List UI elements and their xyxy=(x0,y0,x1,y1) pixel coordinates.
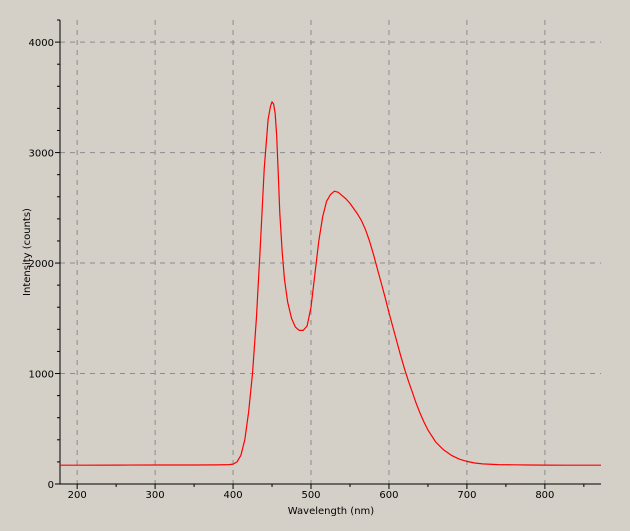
x-tick-label: 700 xyxy=(457,490,476,501)
y-tick-label: 4000 xyxy=(29,38,54,49)
y-axis-title: Intensity (counts) xyxy=(22,208,33,296)
x-tick-label: 200 xyxy=(68,490,87,501)
x-axis-title: Wavelength (nm) xyxy=(288,506,374,517)
tick-labels: 200 300 400 500 600 700 800 0 1000 2000 3000 4000 xyxy=(29,38,555,501)
x-tick-label: 600 xyxy=(379,490,398,501)
x-tick-label: 300 xyxy=(146,490,165,501)
y-tick-label: 0 xyxy=(48,480,54,491)
x-tick-label: 400 xyxy=(224,490,243,501)
grid-lines xyxy=(60,20,601,484)
x-tick-label: 500 xyxy=(301,490,320,501)
y-tick-label: 3000 xyxy=(29,149,54,160)
axes xyxy=(55,19,601,489)
y-tick-label: 1000 xyxy=(29,370,54,381)
series-layer xyxy=(60,101,601,466)
y-tick-label: 2000 xyxy=(29,259,54,270)
x-tick-label: 800 xyxy=(535,490,554,501)
spectrum-series-line xyxy=(60,101,601,466)
